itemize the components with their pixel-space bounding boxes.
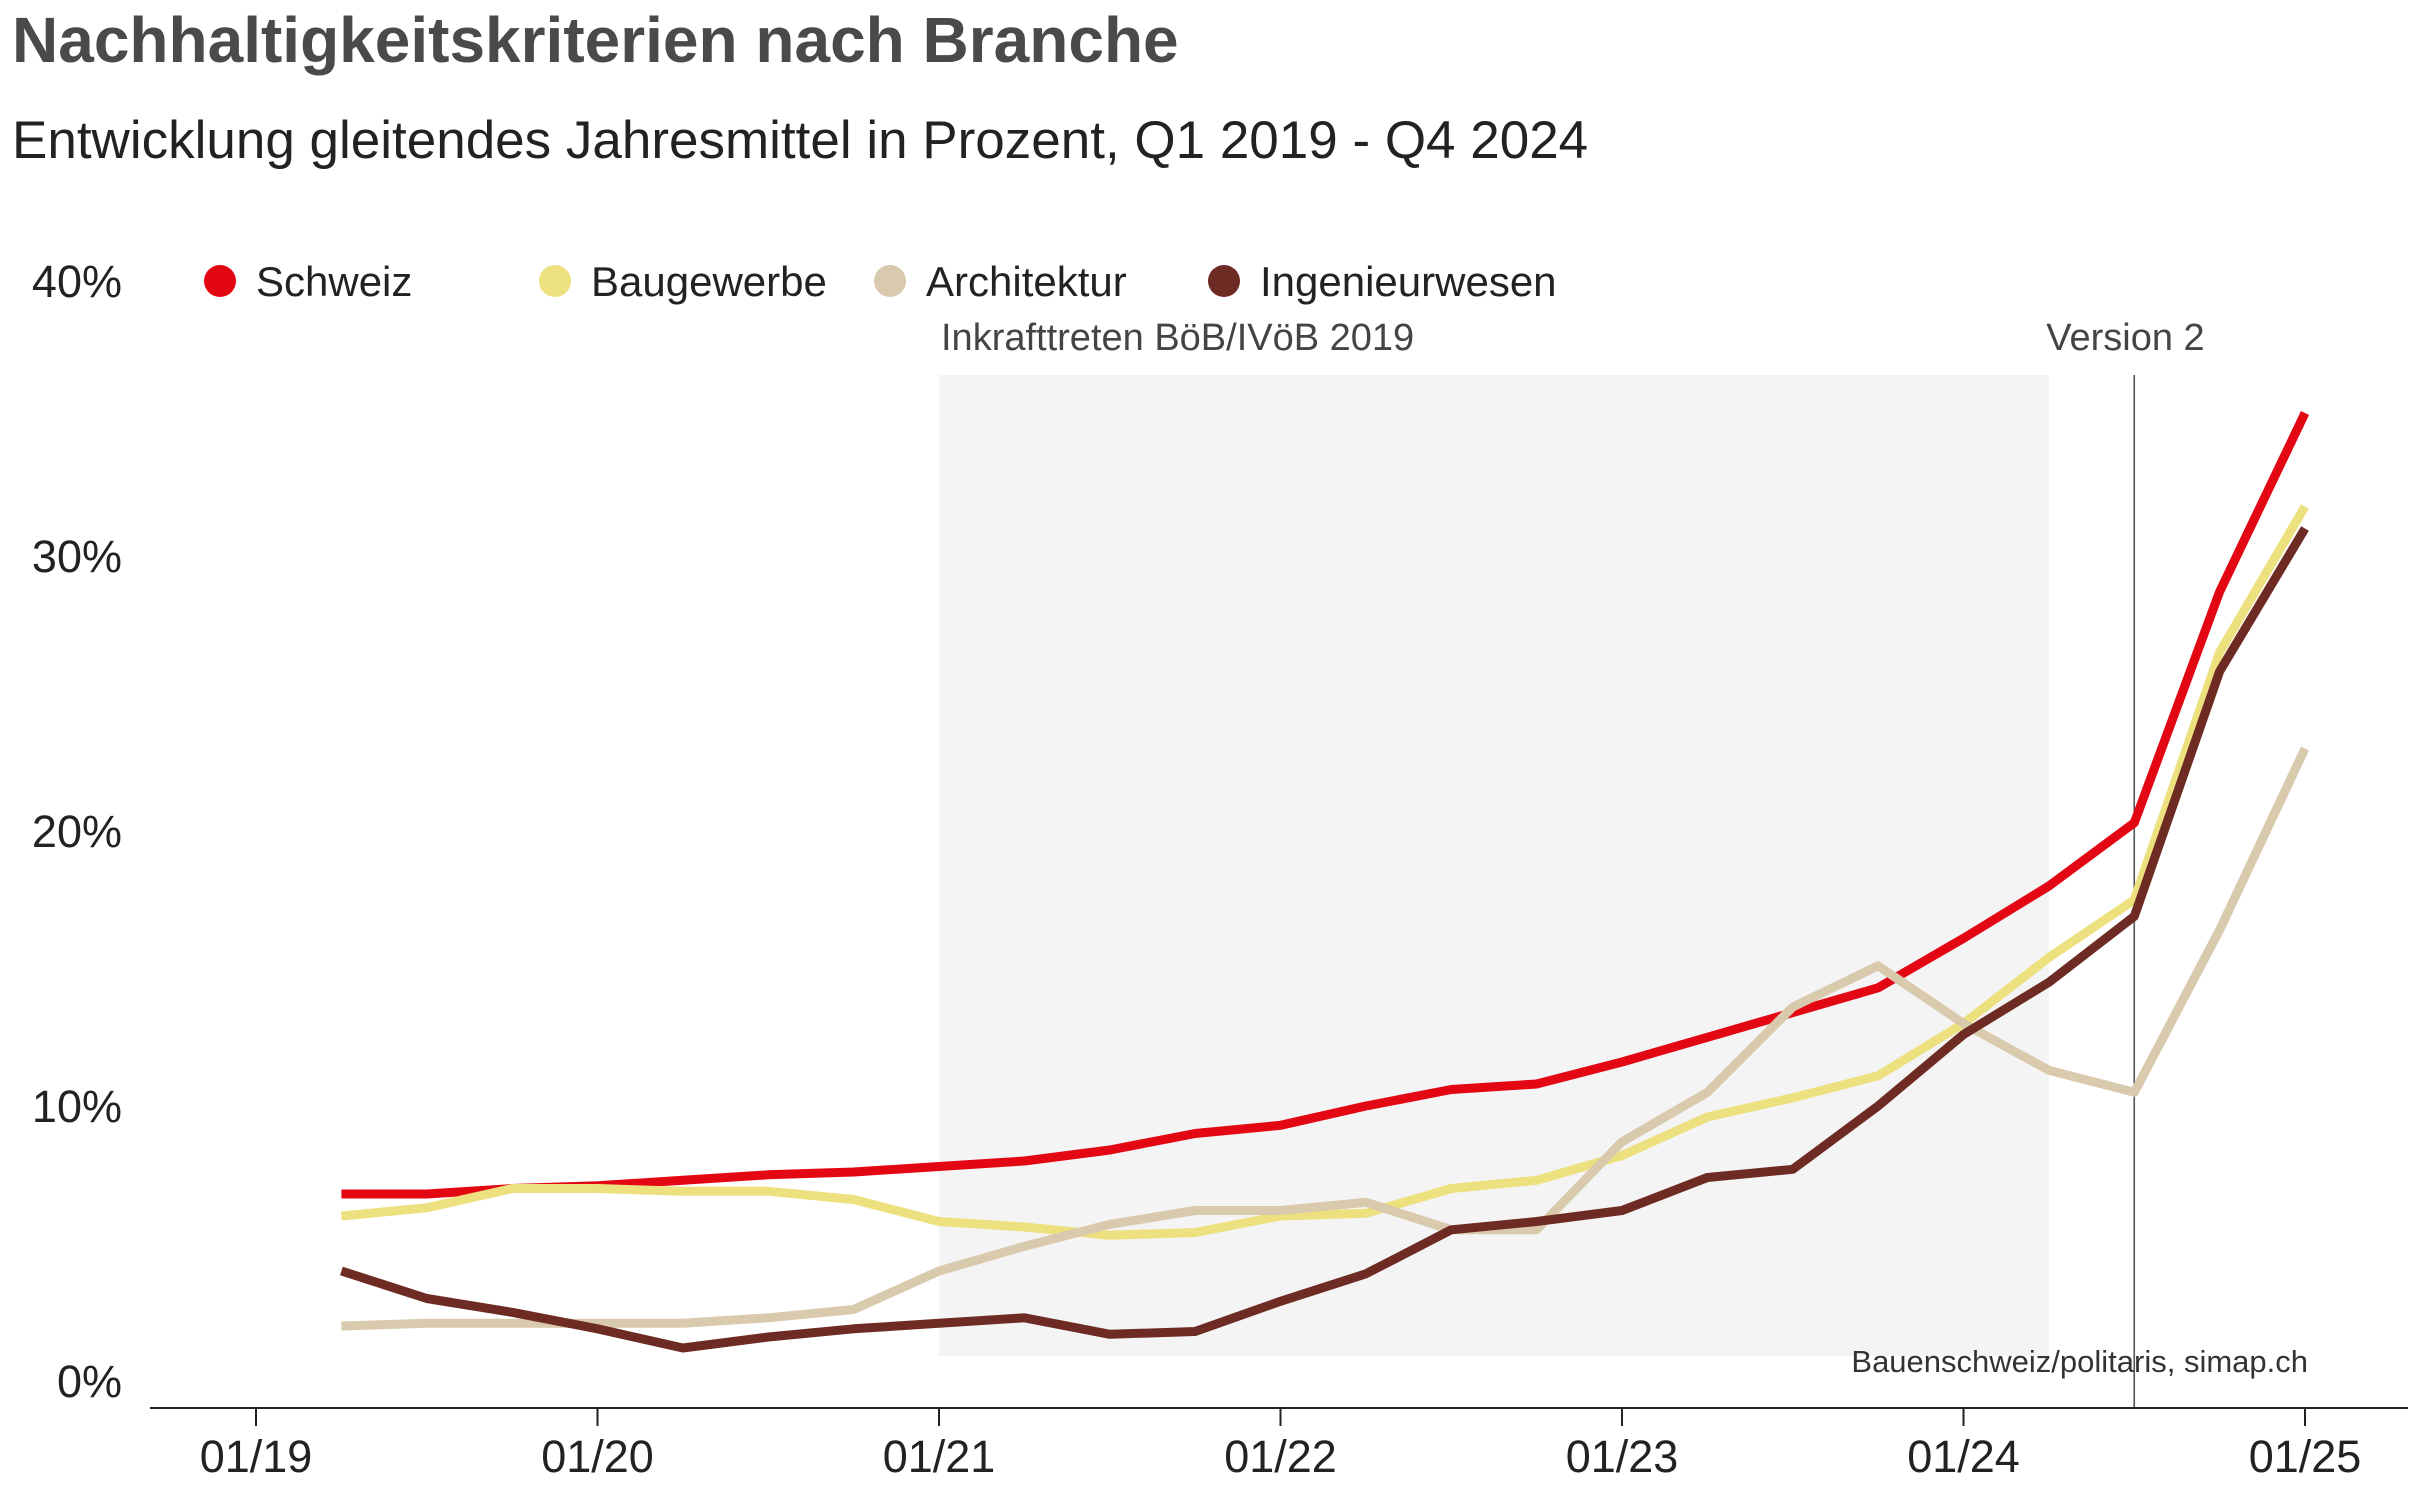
legend-marker-baugewerbe [539,265,571,297]
y-tick-label: 40% [32,256,122,307]
shaded-period-area [939,375,2049,1356]
x-tick-label: 01/25 [2249,1431,2362,1482]
series-line-architektur [341,746,2310,1331]
version-label: Version 2 [2046,317,2204,359]
y-tick-label: 30% [32,531,122,582]
x-axis: 01/19 01/20 01/21 01/22 01/23 01/24 01/25 [150,1407,2408,1482]
series-line-schweiz [341,411,2310,1199]
legend-label-baugewerbe: Baugewerbe [591,258,827,305]
series-line-baugewerbe [340,504,2309,1240]
y-tick-label: 0% [57,1356,122,1407]
legend-marker-architektur [874,265,906,297]
chart-title: Nachhaltigkeitskriterien nach Branche [12,4,1179,76]
legend: Schweiz Baugewerbe Architektur Ingenieurwes… [204,258,1557,305]
x-tick-label: 01/21 [883,1431,996,1482]
shaded-period-label: Inkrafttreten BöB/IVöB 2019 [941,317,1414,359]
legend-marker-schweiz [204,265,236,297]
y-tick-label: 20% [32,806,122,857]
legend-label-architektur: Architektur [926,258,1127,305]
x-tick-label: 01/24 [1907,1431,2020,1482]
source-note: Bauenschweiz/politaris, simap.ch [1851,1344,2308,1379]
series-line-ingenieurwesen [340,526,2309,1353]
x-tick-label: 01/23 [1566,1431,1679,1482]
legend-label-ingenieurwesen: Ingenieurwesen [1260,258,1557,305]
x-tick-label: 01/19 [200,1431,313,1482]
shaded-period: Inkrafttreten BöB/IVöB 2019 [939,317,2049,1356]
series-lines [340,411,2310,1353]
version-marker: Version 2 [2046,317,2205,1408]
y-axis: 0% 10% 20% 30% 40% [32,256,122,1407]
chart-subtitle: Entwicklung gleitendes Jahresmittel in P… [12,111,1588,170]
x-tick-label: 01/22 [1224,1431,1337,1482]
legend-label-schweiz: Schweiz [256,258,412,305]
x-tick-label: 01/20 [541,1431,654,1482]
y-tick-label: 10% [32,1081,122,1132]
legend-marker-ingenieurwesen [1208,265,1240,297]
